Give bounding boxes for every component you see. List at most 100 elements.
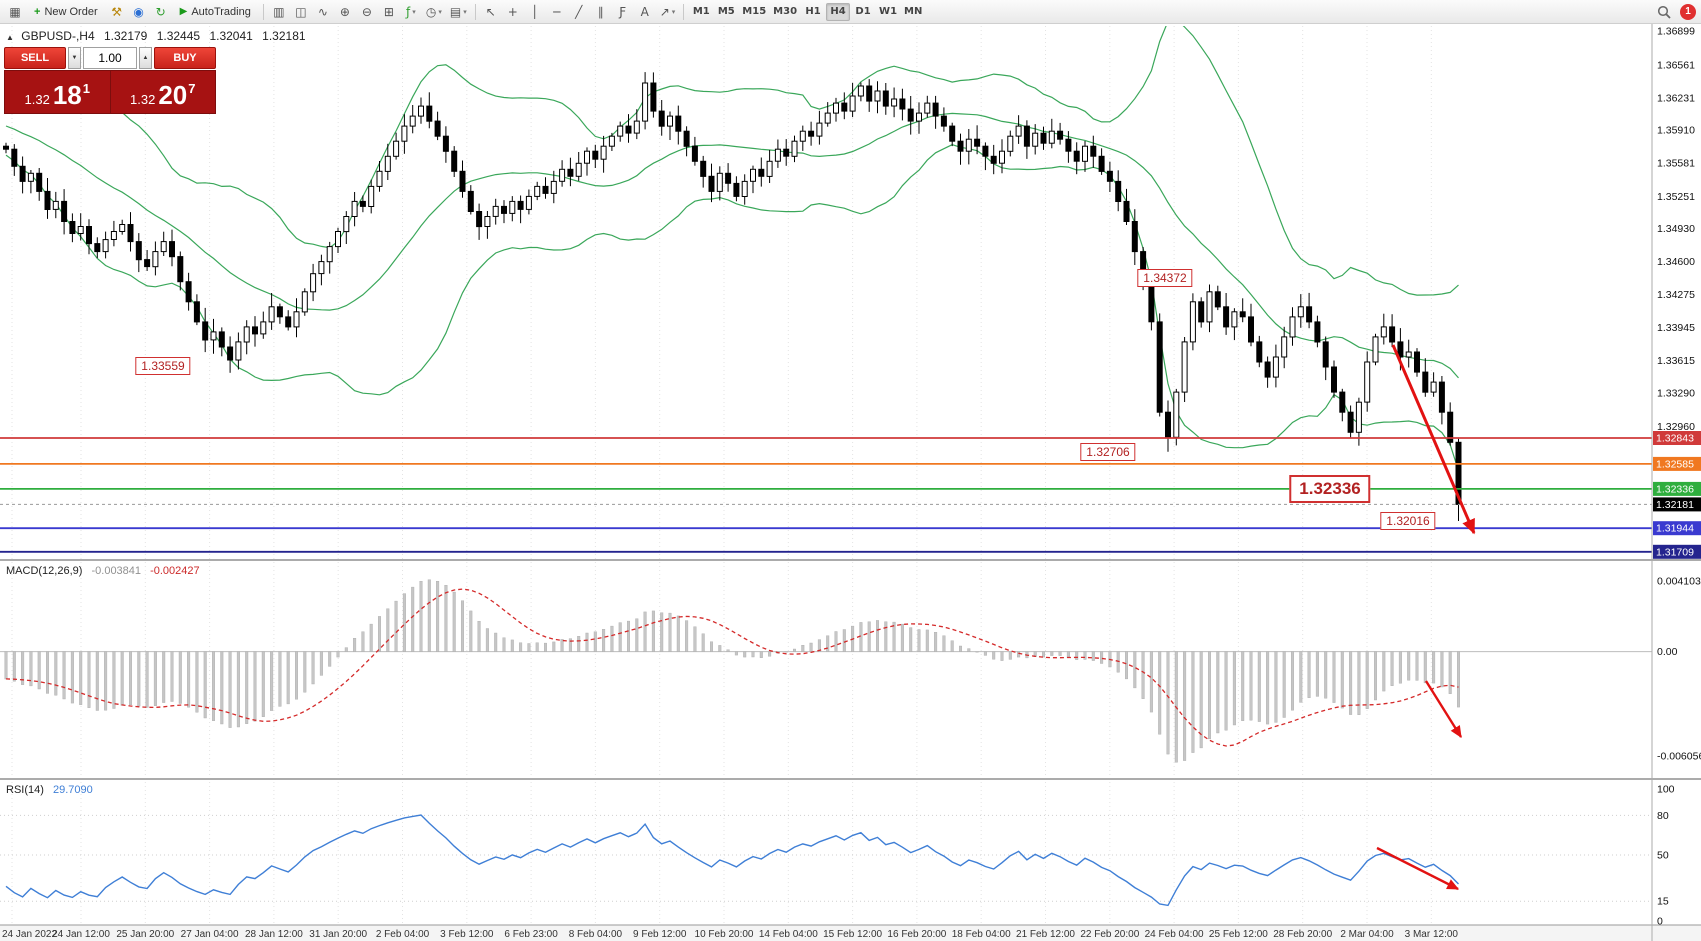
crosshair-icon[interactable]: + — [503, 2, 523, 22]
horizontal-line-icon[interactable]: ─ — [547, 2, 567, 22]
new-order-button[interactable]: + New Order — [27, 2, 105, 22]
macd-tick-label: -0.006056 — [1657, 750, 1701, 762]
candle-body — [1198, 301, 1205, 323]
indicators-icon[interactable]: ƒ ▾ — [401, 2, 421, 22]
candle-body — [1256, 341, 1263, 363]
macd-histogram-bar — [494, 632, 498, 652]
equidistant-channel-icon[interactable]: ∥ — [591, 2, 611, 22]
macd-histogram-bar — [1257, 651, 1261, 722]
time-axis-label: 31 Jan 20:00 — [309, 929, 367, 940]
timeframe-h4[interactable]: H4 — [826, 2, 851, 21]
price-level-tag — [1653, 521, 1701, 536]
toolbar-separator — [683, 3, 685, 20]
buy-price[interactable]: 1.32 20 7 — [130, 80, 196, 111]
one-click-trade-panel: SELL ▼ ▲ BUY 1.32 18 1 1.32 20 7 — [4, 47, 216, 114]
time-axis-label: 21 Feb 12:00 — [1016, 929, 1075, 940]
symbol-period-label: GBPUSD-,H4 — [21, 29, 95, 43]
timeframe-m30[interactable]: M30 — [770, 3, 800, 21]
time-axis-label: 25 Feb 12:00 — [1209, 929, 1268, 940]
candle-body — [476, 211, 483, 228]
timeframe-d1[interactable]: D1 — [851, 3, 875, 21]
ohlc-high: 1.32445 — [156, 29, 201, 43]
candle-body — [1331, 366, 1337, 393]
macd-histogram-bar — [934, 632, 938, 652]
candle-body — [1281, 336, 1288, 358]
macd-histogram-bar — [278, 651, 282, 707]
text-label-icon[interactable]: A — [635, 2, 655, 22]
candle-body — [77, 226, 84, 234]
volume-decrease-button[interactable]: ▼ — [68, 47, 81, 69]
macd-histogram-bar — [128, 651, 132, 705]
candle-body — [741, 180, 748, 197]
candlestick-chart-icon[interactable]: ◫ — [291, 2, 311, 22]
candle-body — [110, 231, 117, 240]
rsi-tick-label: 50 — [1657, 850, 1669, 862]
terminal-icon[interactable]: ◉ — [129, 2, 149, 22]
periods-icon[interactable]: ◷ ▾ — [423, 2, 445, 22]
buy-button[interactable]: BUY — [154, 47, 216, 69]
candle-body — [1364, 361, 1371, 403]
macd-histogram-bar — [768, 651, 772, 657]
candle-body — [27, 172, 34, 182]
macd-histogram-bar — [726, 649, 730, 652]
candle-body — [716, 172, 723, 192]
candle-body — [1355, 401, 1362, 433]
ohlc-open: 1.32179 — [103, 29, 148, 43]
macd-histogram-bar — [593, 631, 597, 652]
fibonacci-icon[interactable]: Ƒ — [613, 2, 633, 22]
candle-body — [36, 172, 43, 192]
candle-body — [243, 326, 250, 343]
candle-body — [575, 162, 582, 177]
macd-histogram-bar — [552, 641, 556, 652]
macd-histogram-bar — [477, 621, 481, 652]
vertical-line-icon[interactable]: │ — [525, 2, 545, 22]
macd-histogram-bar — [817, 639, 821, 652]
refresh-icon[interactable]: ↻ — [151, 2, 171, 22]
macd-histogram-bar — [54, 651, 58, 696]
sell-button[interactable]: SELL — [4, 47, 66, 69]
timeframe-m1[interactable]: M1 — [689, 3, 713, 21]
price-level-tag — [1653, 456, 1701, 471]
line-chart-icon[interactable]: ∿ — [313, 2, 333, 22]
time-axis-label: 24 Jan 12:00 — [52, 929, 110, 940]
volume-increase-button[interactable]: ▲ — [139, 47, 152, 69]
panel-toggle-icon[interactable]: ▲ — [6, 33, 14, 42]
macd-histogram-bar — [402, 593, 406, 652]
time-axis-label: 16 Feb 20:00 — [887, 929, 946, 940]
autotrading-button[interactable]: ▶ AutoTrading — [173, 2, 258, 22]
timeframe-mn[interactable]: MN — [901, 3, 925, 21]
macd-histogram-bar — [651, 610, 655, 652]
macd-histogram-bar — [660, 612, 664, 652]
timeframe-h1[interactable]: H1 — [801, 3, 825, 21]
zoom-in-icon[interactable]: ⊕ — [335, 2, 355, 22]
candle-body — [700, 160, 707, 177]
bar-chart-icon[interactable]: ▥ — [269, 2, 289, 22]
search-icon[interactable] — [1653, 2, 1675, 22]
cursor-icon[interactable]: ↖ — [481, 2, 501, 22]
chart-window-icon[interactable]: ▦ — [5, 2, 25, 22]
macd-histogram-bar — [917, 629, 921, 652]
candle-body — [1082, 145, 1088, 162]
macd-histogram-bar — [527, 643, 531, 652]
candle-body — [1264, 361, 1271, 378]
rsi-tick-label: 80 — [1657, 810, 1669, 822]
zoom-out-icon[interactable]: ⊖ — [357, 2, 377, 22]
macd-histogram-bar — [485, 628, 489, 652]
macd-histogram-bar — [1357, 651, 1361, 715]
tile-windows-icon[interactable]: ⊞ — [379, 2, 399, 22]
macd-histogram-bar — [1440, 651, 1444, 688]
arrows-icon[interactable]: ↗ ▾ — [657, 2, 679, 22]
macd-histogram-bar — [29, 651, 33, 687]
notification-badge[interactable]: 1 — [1680, 3, 1696, 20]
timeframe-w1[interactable]: W1 — [876, 3, 900, 21]
macd-histogram-bar — [378, 616, 382, 652]
templates-icon[interactable]: ▤ ▾ — [447, 2, 470, 22]
timeframe-m5[interactable]: M5 — [714, 3, 738, 21]
metaeditor-icon[interactable]: ⚒ — [107, 2, 127, 22]
candle-body — [11, 148, 18, 167]
sell-price[interactable]: 1.32 18 1 — [5, 71, 111, 113]
volume-input[interactable] — [83, 47, 137, 69]
trendline-icon[interactable]: ╱ — [569, 2, 589, 22]
timeframe-m15[interactable]: M15 — [739, 3, 769, 21]
